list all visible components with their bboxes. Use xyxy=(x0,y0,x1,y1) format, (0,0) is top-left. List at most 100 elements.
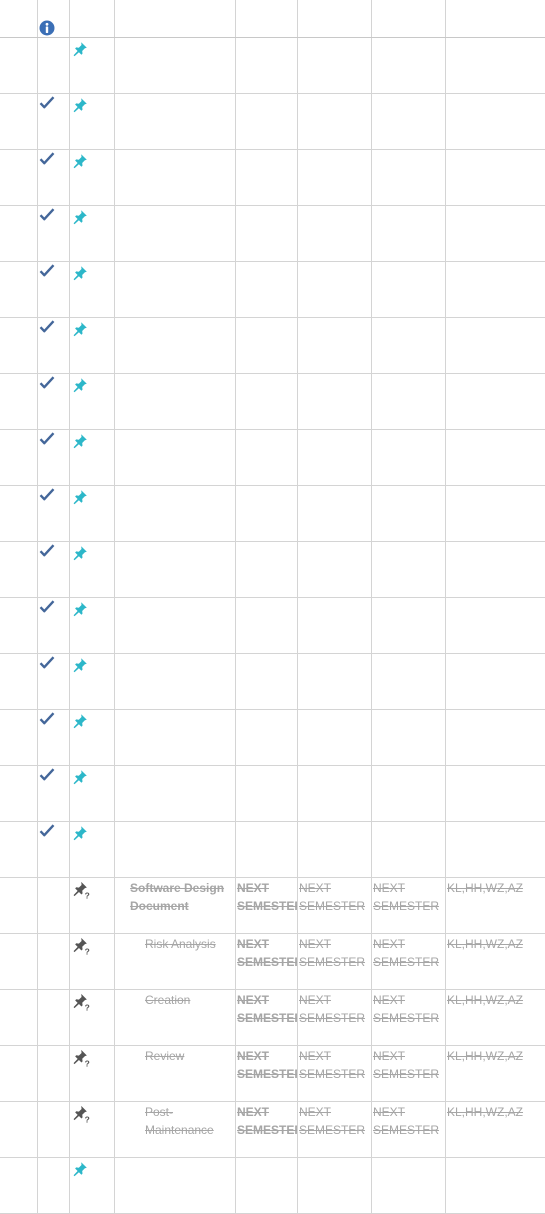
header-cell-duration[interactable] xyxy=(236,0,298,37)
task-name-cell[interactable] xyxy=(115,654,236,709)
row-number-cell[interactable] xyxy=(0,94,38,149)
mode-cell[interactable] xyxy=(70,598,115,653)
duration-cell[interactable]: NEXT SEMESTER xyxy=(236,878,298,933)
finish-cell[interactable] xyxy=(372,822,446,877)
row-number-cell[interactable] xyxy=(0,374,38,429)
row-number-cell[interactable] xyxy=(0,710,38,765)
resources-cell[interactable] xyxy=(446,542,545,597)
mode-cell[interactable] xyxy=(70,710,115,765)
mode-cell[interactable] xyxy=(70,262,115,317)
start-cell[interactable]: NEXT SEMESTER xyxy=(298,878,372,933)
mode-cell[interactable]: ? xyxy=(70,878,115,933)
finish-cell[interactable] xyxy=(372,150,446,205)
table-row[interactable] xyxy=(0,766,545,822)
resources-cell[interactable]: KL,HH,WZ,AZ xyxy=(446,878,545,933)
row-number-cell[interactable] xyxy=(0,878,38,933)
task-name-cell[interactable] xyxy=(115,38,236,93)
resources-cell[interactable] xyxy=(446,150,545,205)
task-name-cell[interactable]: Risk Analysis xyxy=(115,934,236,989)
finish-cell[interactable] xyxy=(372,654,446,709)
duration-cell[interactable] xyxy=(236,318,298,373)
indicator-cell[interactable] xyxy=(38,878,70,933)
finish-cell[interactable] xyxy=(372,206,446,261)
finish-cell[interactable] xyxy=(372,542,446,597)
duration-cell[interactable] xyxy=(236,374,298,429)
mode-cell[interactable] xyxy=(70,654,115,709)
mode-cell[interactable] xyxy=(70,150,115,205)
table-row[interactable]: ? Review NEXT SEMESTER NEXT SEMESTER NEXT… xyxy=(0,1046,545,1102)
indicator-cell[interactable] xyxy=(38,654,70,709)
table-row[interactable] xyxy=(0,654,545,710)
row-number-cell[interactable] xyxy=(0,206,38,261)
start-cell[interactable] xyxy=(298,766,372,821)
mode-cell[interactable] xyxy=(70,430,115,485)
duration-cell[interactable]: NEXT SEMESTER xyxy=(236,1046,298,1101)
finish-cell[interactable] xyxy=(372,318,446,373)
mode-cell[interactable]: ? xyxy=(70,1102,115,1157)
table-row[interactable] xyxy=(0,38,545,94)
header-cell-task-name[interactable] xyxy=(115,0,236,37)
start-cell[interactable] xyxy=(298,710,372,765)
resources-cell[interactable] xyxy=(446,822,545,877)
resources-cell[interactable]: KL,HH,WZ,AZ xyxy=(446,934,545,989)
resources-cell[interactable] xyxy=(446,486,545,541)
mode-cell[interactable] xyxy=(70,766,115,821)
row-number-cell[interactable] xyxy=(0,654,38,709)
table-row[interactable] xyxy=(0,598,545,654)
indicator-cell[interactable] xyxy=(38,542,70,597)
resources-cell[interactable] xyxy=(446,374,545,429)
finish-cell[interactable]: NEXT SEMESTER xyxy=(372,1102,446,1157)
duration-cell[interactable] xyxy=(236,542,298,597)
start-cell[interactable] xyxy=(298,542,372,597)
duration-cell[interactable]: NEXT SEMESTER xyxy=(236,934,298,989)
table-row[interactable] xyxy=(0,430,545,486)
task-name-cell[interactable] xyxy=(115,766,236,821)
table-row[interactable] xyxy=(0,374,545,430)
indicator-cell[interactable] xyxy=(38,990,70,1045)
start-cell[interactable] xyxy=(298,374,372,429)
table-row[interactable]: ? Post-Maintenance NEXT SEMESTER NEXT SEM… xyxy=(0,1102,545,1158)
start-cell[interactable]: NEXT SEMESTER xyxy=(298,1046,372,1101)
row-number-cell[interactable] xyxy=(0,766,38,821)
start-cell[interactable] xyxy=(298,430,372,485)
start-cell[interactable] xyxy=(298,38,372,93)
start-cell[interactable]: NEXT SEMESTER xyxy=(298,990,372,1045)
duration-cell[interactable] xyxy=(236,430,298,485)
start-cell[interactable] xyxy=(298,150,372,205)
resources-cell[interactable]: KL,HH,WZ,AZ xyxy=(446,1046,545,1101)
table-row[interactable] xyxy=(0,710,545,766)
indicator-cell[interactable] xyxy=(38,1046,70,1101)
finish-cell[interactable] xyxy=(372,94,446,149)
mode-cell[interactable] xyxy=(70,1158,115,1213)
resources-cell[interactable] xyxy=(446,262,545,317)
indicator-cell[interactable] xyxy=(38,374,70,429)
resources-cell[interactable] xyxy=(446,1158,545,1213)
task-name-cell[interactable]: Creation xyxy=(115,990,236,1045)
indicator-cell[interactable] xyxy=(38,206,70,261)
finish-cell[interactable]: NEXT SEMESTER xyxy=(372,934,446,989)
row-number-cell[interactable] xyxy=(0,486,38,541)
mode-cell[interactable] xyxy=(70,486,115,541)
task-name-cell[interactable]: Post-Maintenance xyxy=(115,1102,236,1157)
table-row[interactable] xyxy=(0,150,545,206)
table-row[interactable] xyxy=(0,542,545,598)
indicator-cell[interactable] xyxy=(38,262,70,317)
start-cell[interactable]: NEXT SEMESTER xyxy=(298,1102,372,1157)
duration-cell[interactable] xyxy=(236,262,298,317)
task-name-cell[interactable] xyxy=(115,94,236,149)
task-name-cell[interactable]: Software Design Document xyxy=(115,878,236,933)
row-number-cell[interactable] xyxy=(0,598,38,653)
resources-cell[interactable]: KL,HH,WZ,AZ xyxy=(446,990,545,1045)
task-name-cell[interactable] xyxy=(115,262,236,317)
duration-cell[interactable] xyxy=(236,1158,298,1213)
table-row[interactable] xyxy=(0,206,545,262)
finish-cell[interactable] xyxy=(372,262,446,317)
duration-cell[interactable] xyxy=(236,206,298,261)
start-cell[interactable] xyxy=(298,262,372,317)
finish-cell[interactable] xyxy=(372,486,446,541)
task-name-cell[interactable] xyxy=(115,150,236,205)
resources-cell[interactable] xyxy=(446,766,545,821)
table-row[interactable] xyxy=(0,94,545,150)
resources-cell[interactable] xyxy=(446,206,545,261)
start-cell[interactable]: NEXT SEMESTER xyxy=(298,934,372,989)
